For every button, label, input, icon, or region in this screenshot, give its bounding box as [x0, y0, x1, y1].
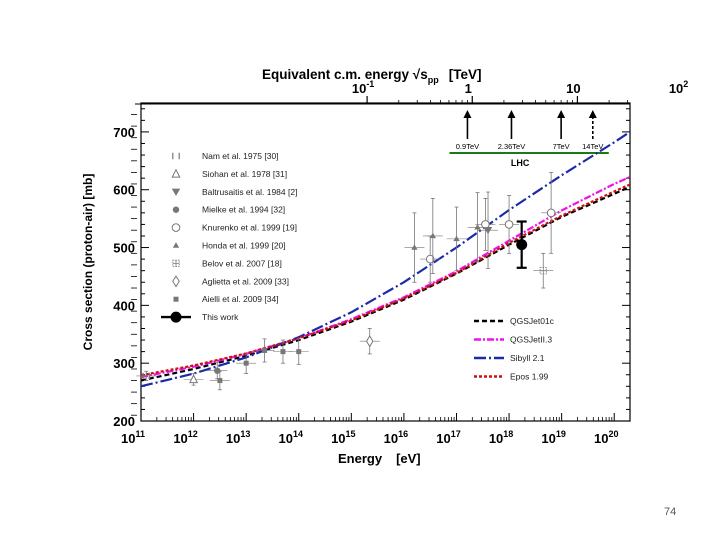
y-axis-label: Cross section (proton-air) [mb]: [81, 174, 95, 351]
legend-label: Mielke et al. 1994 [32]: [202, 205, 285, 215]
lhc-arrow-head: [463, 110, 472, 118]
top-axis-title: Equivalent c.m. energy √spp [TeV]: [262, 67, 481, 85]
legend-marker: [172, 242, 180, 248]
x-tick-label: 1016: [384, 429, 408, 446]
lhc-energy-label: 2.36TeV: [498, 142, 526, 151]
data-point: [546, 208, 556, 218]
x-tick-label: 1011: [121, 429, 145, 446]
top-tick-label: 1: [465, 81, 472, 96]
data-points: [136, 171, 562, 391]
top-tick-label: 10-1: [352, 79, 374, 96]
legend-marker: [171, 223, 181, 232]
y-tick-label: 400: [113, 298, 135, 313]
data-point: [214, 367, 221, 374]
data-point: [481, 220, 490, 229]
legend-label: Aglietta et al. 2009 [33]: [202, 276, 289, 286]
legend-label: Aielli et al. 2009 [34]: [202, 294, 279, 304]
legend-model-label: Epos 1.99: [510, 372, 549, 382]
legend-marker: [172, 275, 180, 288]
legend-label: Belov et al. 2007 [18]: [202, 258, 282, 268]
data-point: [425, 254, 435, 264]
legend-label: Siohan et al. 1978 [31]: [202, 169, 287, 179]
data-point: [516, 239, 528, 251]
data-point: [217, 378, 223, 384]
data-point: [262, 347, 268, 353]
data-point: [411, 244, 418, 250]
legend-marker: [171, 168, 181, 178]
data-point: [189, 374, 199, 384]
top-tick-label: 10: [566, 81, 580, 96]
lhc-energy-label: 14TeV: [582, 142, 603, 151]
x-tick-label: 1017: [436, 429, 460, 446]
model-curves: [141, 130, 630, 388]
legend-label: Knurenko et al. 1999 [19]: [202, 223, 297, 233]
x-tick-label: 1014: [278, 429, 302, 446]
legend-marker: [171, 188, 181, 196]
data-point: [365, 335, 374, 348]
x-tick-label: 1013: [226, 429, 250, 446]
lhc-annotation: 0.9TeV 2.36TeV 7TeV 14TeV LHC: [449, 110, 609, 168]
lhc-energy-label: 7TeV: [553, 142, 570, 151]
legend-marker: [170, 311, 182, 323]
x-tick-label: 1018: [489, 429, 513, 446]
lhc-energy-label: 0.9TeV: [456, 142, 479, 151]
lhc-label: LHC: [511, 158, 530, 168]
legend-model-label: QGSJetII.3: [510, 335, 552, 345]
legend-model-label: QGSJet01c: [510, 316, 555, 326]
x-tick-label: 1019: [541, 429, 565, 446]
lhc-arrow-head: [507, 110, 516, 118]
data-point: [504, 220, 514, 229]
y-tick-label: 200: [113, 414, 135, 429]
legend-model-label: Sibyll 2.1: [510, 353, 545, 363]
legend-marker: [173, 296, 179, 302]
legend-label: This work: [202, 312, 239, 322]
model-curve-epos-1-99: [141, 183, 630, 377]
legend-label: Baltrusaitis et al. 1984 [2]: [202, 187, 297, 197]
plot-frame: 1011 1012 1013 1014 1015 1016 1017 1018 1019 1020…: [113, 79, 688, 446]
y-tick-label: 600: [113, 183, 135, 198]
model-curve-sibyll-2-1: [141, 130, 630, 388]
lhc-arrow-head: [557, 110, 566, 118]
data-point: [243, 360, 249, 366]
data-point: [539, 267, 547, 275]
legend-marker: [172, 206, 180, 213]
data-point: [474, 224, 481, 230]
data-point: [453, 235, 460, 242]
top-tick-label: 102: [669, 79, 688, 96]
y-tick-label: 700: [113, 125, 135, 140]
y-tick-label: 300: [113, 356, 135, 371]
data-point: [296, 349, 302, 355]
legend-marker: [172, 152, 180, 160]
page-number: 74: [664, 506, 677, 518]
data-point: [483, 227, 493, 235]
legend-marker: [172, 259, 180, 268]
model-legend: QGSJet01c QGSJetII.3 Sibyll 2.1 Epos 1.99: [474, 316, 555, 382]
x-tick-label: 1020: [594, 429, 618, 446]
experiment-legend: Nam et al. 1975 [30] Siohan et al. 1978 […: [161, 151, 297, 323]
x-tick-label: 1015: [331, 429, 355, 446]
x-axis-label: Energy [eV]: [338, 451, 421, 466]
y-tick-label: 500: [113, 241, 135, 256]
data-point: [142, 372, 151, 380]
plot-border: [140, 102, 631, 422]
legend-label: Honda et al. 1999 [20]: [202, 241, 286, 251]
data-point: [429, 232, 437, 239]
data-point: [280, 349, 286, 355]
model-curve-qgsjet01c: [141, 185, 630, 382]
lhc-arrow-head: [588, 110, 597, 118]
legend-label: Nam et al. 1975 [30]: [202, 151, 279, 161]
x-tick-label: 1012: [173, 429, 197, 446]
